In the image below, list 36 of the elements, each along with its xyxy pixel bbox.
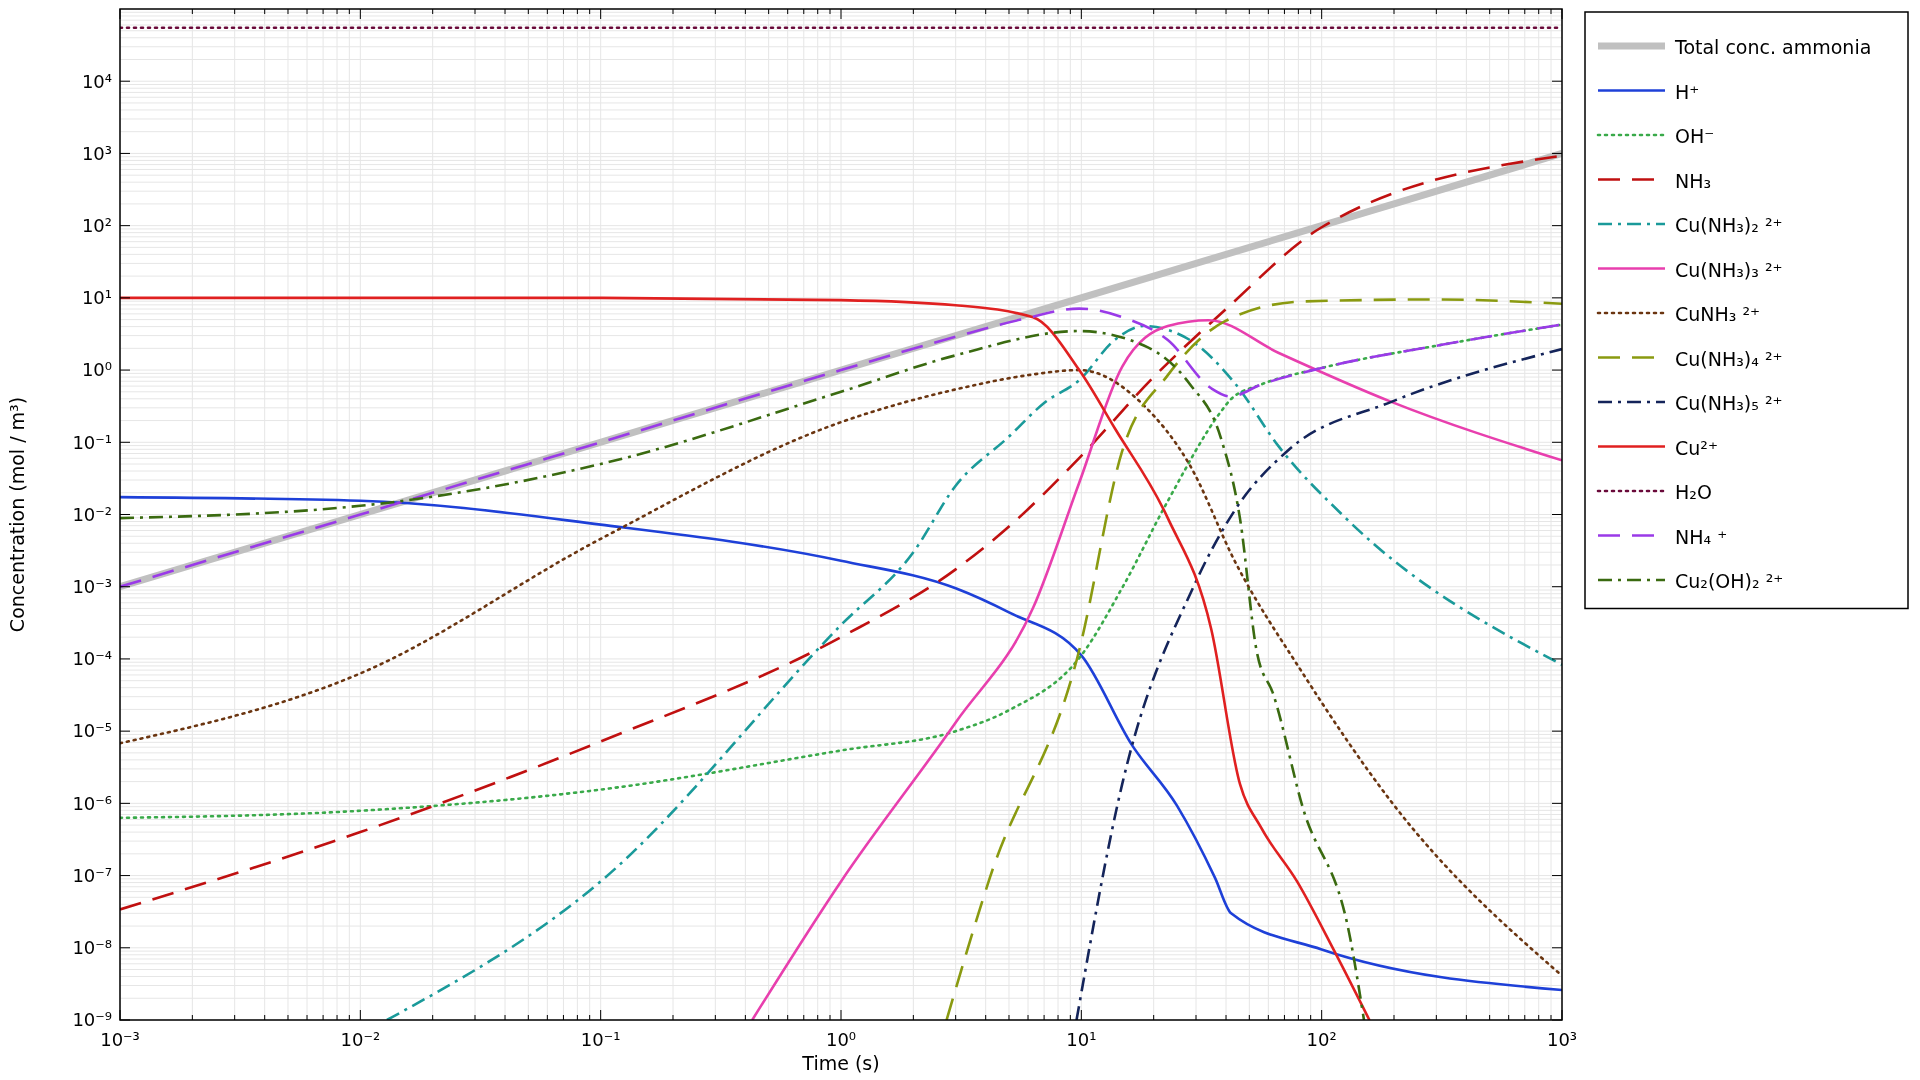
x-tick-label: 10³	[1546, 1029, 1578, 1050]
legend-label: Cu(NH₃)₄ ²⁺	[1675, 347, 1783, 370]
legend-label: Cu²⁺	[1675, 436, 1718, 459]
x-tick-label: 10⁻²	[340, 1029, 381, 1050]
y-tick-label: 10⁰	[81, 359, 112, 381]
legend-label: NH₄ ⁺	[1675, 525, 1728, 548]
legend-label: Cu₂(OH)₂ ²⁺	[1675, 570, 1784, 592]
x-tick-label: 10⁻¹	[580, 1029, 621, 1050]
legend-label: OH⁻	[1675, 125, 1715, 147]
y-tick-label: 10⁻⁴	[72, 648, 112, 670]
legend-label: NH₃	[1675, 169, 1712, 192]
y-axis-title: Concentration (mol / m³)	[6, 396, 28, 633]
y-tick-label: 10⁴	[81, 70, 112, 92]
legend-label: H⁺	[1675, 80, 1700, 103]
y-tick-label: 10⁻⁵	[72, 720, 112, 742]
y-tick-label: 10³	[81, 142, 112, 164]
legend-label: H₂O	[1675, 481, 1712, 503]
y-tick-label: 10⁻⁶	[72, 792, 112, 814]
x-tick-label: 10¹	[1066, 1029, 1097, 1050]
y-tick-label: 10⁻⁹	[72, 1009, 112, 1031]
y-tick-label: 10²	[81, 214, 112, 236]
legend-label: Cu(NH₃)₃ ²⁺	[1675, 258, 1783, 281]
x-tick-label: 10⁰	[825, 1029, 857, 1050]
y-tick-label: 10¹	[81, 287, 112, 309]
legend-label: Cu(NH₃)₅ ²⁺	[1675, 392, 1783, 414]
y-tick-label: 10⁻¹	[72, 431, 112, 453]
legend-label: CuNH₃ ²⁺	[1675, 303, 1761, 325]
y-tick-label: 10⁻⁷	[72, 864, 112, 886]
y-tick-label: 10⁻⁸	[72, 937, 112, 959]
x-tick-label: 10⁻³	[100, 1029, 140, 1050]
legend-label: Cu(NH₃)₂ ²⁺	[1675, 214, 1783, 236]
y-tick-label: 10⁻³	[72, 576, 112, 598]
x-tick-label: 10²	[1306, 1029, 1337, 1050]
legend-label: Total conc. ammonia	[1674, 36, 1872, 58]
x-axis-title: Time (s)	[801, 1052, 880, 1074]
y-tick-label: 10⁻²	[72, 503, 112, 525]
